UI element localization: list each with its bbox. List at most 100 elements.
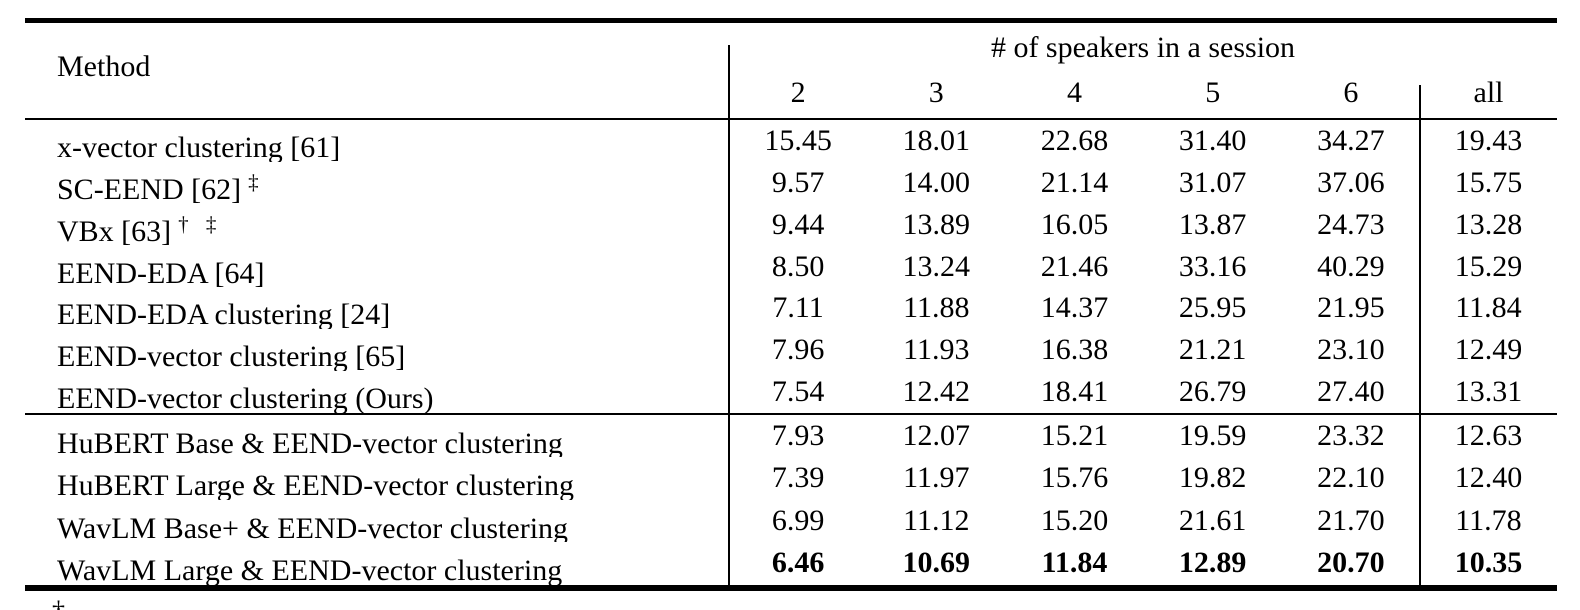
der-value: 15.76 bbox=[1040, 461, 1109, 495]
der-value: 7.39 bbox=[771, 461, 825, 495]
der-value: 24.73 bbox=[1317, 207, 1385, 241]
der-value: 15.20 bbox=[1040, 503, 1109, 537]
method-label: EEND-vector clustering (Ours) bbox=[57, 382, 434, 413]
der-value: 11.97 bbox=[903, 461, 970, 495]
der-value: 13.89 bbox=[902, 207, 971, 241]
method-cell: SC-EEND [62] ‡ bbox=[25, 162, 729, 204]
table-row: HuBERT Large & EEND-vector clustering 7.… bbox=[25, 457, 1557, 500]
der-value: 40.29 bbox=[1317, 249, 1385, 283]
method-cell: EEND-EDA clustering [24] bbox=[25, 287, 729, 329]
table-top-rule bbox=[25, 18, 1557, 23]
column-header-3: 3 bbox=[928, 76, 944, 109]
der-value: 37.06 bbox=[1317, 165, 1385, 199]
der-value-all: 11.78 bbox=[1455, 503, 1522, 537]
table-row: EEND-EDA clustering [24] 7.11 11.88 14.3… bbox=[25, 287, 1557, 329]
der-value: 21.14 bbox=[1040, 165, 1109, 199]
der-value: 11.12 bbox=[903, 503, 970, 537]
method-label: EEND-EDA clustering [24] bbox=[57, 298, 391, 330]
der-value: 16.38 bbox=[1040, 333, 1109, 367]
method-cell: x-vector clustering [61] bbox=[25, 120, 729, 162]
der-value: 7.96 bbox=[771, 333, 825, 367]
der-value: 23.32 bbox=[1317, 418, 1385, 452]
table-row: WavLM Base+ & EEND-vector clustering 6.9… bbox=[25, 500, 1557, 543]
header-divider-rule bbox=[25, 118, 1557, 120]
der-value: 31.07 bbox=[1178, 165, 1247, 199]
baseline-methods-section: x-vector clustering [61] 15.45 18.01 22.… bbox=[25, 120, 1557, 413]
der-value: 21.95 bbox=[1317, 291, 1385, 325]
method-label: HuBERT Large & EEND-vector clustering bbox=[57, 469, 574, 500]
der-value: 33.16 bbox=[1178, 249, 1247, 283]
der-value: 27.40 bbox=[1317, 375, 1385, 409]
table-header: Method # of speakers in a session 2 3 4 … bbox=[25, 23, 1557, 118]
der-value-all: 10.35 bbox=[1454, 546, 1523, 580]
der-value: 15.21 bbox=[1040, 418, 1109, 452]
table-row: VBx [63] † ‡ 9.44 13.89 16.05 13.87 24.73… bbox=[25, 204, 1557, 246]
column-header-all: all bbox=[1473, 76, 1504, 109]
method-cell: EEND-vector clustering [65] bbox=[25, 329, 729, 371]
method-label: EEND-EDA [64] bbox=[57, 256, 265, 288]
der-value: 9.57 bbox=[771, 165, 825, 199]
method-label: VBx [63] bbox=[57, 214, 172, 246]
speaker-count-subheaders: 2 3 4 5 6 bbox=[729, 75, 1420, 111]
method-label: x-vector clustering [61] bbox=[57, 131, 341, 162]
der-value: 7.11 bbox=[772, 291, 824, 325]
der-value-all: 13.31 bbox=[1454, 375, 1523, 409]
method-column-divider bbox=[728, 45, 730, 591]
der-value: 21.70 bbox=[1317, 503, 1385, 537]
der-value-all: 15.75 bbox=[1454, 165, 1523, 199]
der-value: 12.07 bbox=[902, 418, 971, 452]
table-row: x-vector clustering [61] 15.45 18.01 22.… bbox=[25, 120, 1557, 162]
column-header-4: 4 bbox=[1066, 76, 1082, 109]
der-value: 11.84 bbox=[1041, 546, 1108, 580]
der-value-all: 12.49 bbox=[1454, 333, 1523, 367]
column-header-2: 2 bbox=[790, 76, 806, 109]
der-value: 16.05 bbox=[1040, 207, 1109, 241]
der-value: 7.54 bbox=[771, 375, 825, 409]
column-group-header-speakers: # of speakers in a session bbox=[990, 31, 1296, 64]
method-label: SC-EEND [62] bbox=[57, 172, 242, 204]
der-value: 19.59 bbox=[1178, 418, 1247, 452]
table-row: EEND-vector clustering [65] 7.96 11.93 1… bbox=[25, 329, 1557, 371]
der-value: 7.93 bbox=[771, 418, 825, 452]
der-value-all: 12.63 bbox=[1454, 418, 1523, 452]
results-table: Method # of speakers in a session 2 3 4 … bbox=[25, 18, 1557, 591]
method-cell: WavLM Large & EEND-vector clustering bbox=[25, 542, 729, 585]
method-label: WavLM Base+ & EEND-vector clustering bbox=[57, 511, 569, 543]
der-value-all: 19.43 bbox=[1454, 124, 1523, 157]
der-value: 31.40 bbox=[1178, 124, 1247, 157]
der-value: 19.82 bbox=[1178, 461, 1247, 495]
der-value: 18.41 bbox=[1040, 375, 1109, 409]
der-value: 6.99 bbox=[771, 503, 825, 537]
der-value: 6.46 bbox=[771, 546, 825, 580]
method-label: HuBERT Base & EEND-vector clustering bbox=[57, 426, 563, 458]
method-cell: EEND-vector clustering (Ours) bbox=[25, 371, 729, 413]
der-value: 21.46 bbox=[1040, 249, 1109, 283]
der-value: 11.93 bbox=[903, 333, 970, 367]
der-value: 13.87 bbox=[1178, 207, 1247, 241]
der-value: 14.37 bbox=[1040, 291, 1109, 325]
der-value: 15.45 bbox=[764, 124, 832, 157]
der-value: 12.89 bbox=[1178, 546, 1247, 580]
method-label: EEND-vector clustering [65] bbox=[57, 340, 406, 372]
table-row: SC-EEND [62] ‡ 9.57 14.00 21.14 31.07 37.… bbox=[25, 162, 1557, 204]
der-value: 23.10 bbox=[1317, 333, 1385, 367]
footnote-dagger-fragment: † bbox=[52, 598, 65, 610]
der-value: 22.10 bbox=[1317, 461, 1385, 495]
der-value: 25.95 bbox=[1178, 291, 1247, 325]
method-cell: HuBERT Base & EEND-vector clustering bbox=[25, 415, 729, 458]
der-value-all: 12.40 bbox=[1454, 461, 1523, 495]
column-header-6: 6 bbox=[1343, 76, 1359, 109]
table-bottom-rule bbox=[25, 584, 1557, 591]
der-value: 26.79 bbox=[1178, 375, 1247, 409]
method-cell: EEND-EDA [64] bbox=[25, 246, 729, 288]
method-cell: VBx [63] † ‡ bbox=[25, 204, 729, 246]
der-value: 18.01 bbox=[902, 124, 971, 157]
method-cell: HuBERT Large & EEND-vector clustering bbox=[25, 457, 729, 500]
der-value: 13.24 bbox=[902, 249, 971, 283]
der-value-all: 15.29 bbox=[1454, 249, 1523, 283]
der-value: 8.50 bbox=[771, 249, 825, 283]
column-header-5: 5 bbox=[1205, 76, 1221, 109]
method-label: WavLM Large & EEND-vector clustering bbox=[57, 554, 563, 585]
all-column-divider bbox=[1419, 85, 1421, 591]
section-divider-rule bbox=[25, 412, 1557, 415]
